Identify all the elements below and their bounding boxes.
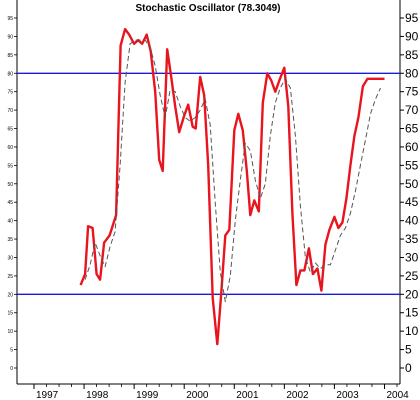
y-tick-label-left-35: 35 [7, 237, 13, 243]
x-tick-label-1998: 1998 [86, 390, 109, 400]
x-tick-label-1997: 1997 [36, 390, 59, 400]
chart-title: Stochastic Oscillator (78.3049) [135, 3, 280, 14]
y-tick-label-right-90: 90 [405, 29, 419, 43]
y-tick-label-right-15: 15 [405, 306, 419, 320]
y-tick-label-right-50: 50 [405, 177, 419, 191]
y-tick-label-left-40: 40 [7, 219, 13, 225]
x-axis-ticks: 1997 1998 1999 2000 2001 2002 2003 2004 [33, 384, 409, 400]
y-tick-label-right-10: 10 [405, 324, 419, 338]
y-tick-label-left-95: 95 [7, 16, 13, 22]
y-tick-label-right-0: 0 [405, 361, 412, 375]
y-tick-label-right-45: 45 [405, 195, 419, 209]
y-tick-label-right-40: 40 [405, 214, 419, 228]
y-tick-label-right-60: 60 [405, 140, 419, 154]
y-tick-label-left-15: 15 [7, 311, 13, 317]
y-tick-label-left-65: 65 [7, 127, 13, 133]
x-tick-label-2002: 2002 [286, 390, 309, 400]
x-tick-label-2000: 2000 [186, 390, 209, 400]
y-tick-label-right-30: 30 [405, 250, 419, 264]
x-tick-label-1999: 1999 [136, 390, 159, 400]
x-tick-label-2004: 2004 [386, 390, 409, 400]
y-tick-label-left-30: 30 [7, 255, 13, 261]
y-tick-label-left-85: 85 [7, 53, 13, 59]
series-group [79, 27, 385, 346]
y-tick-label-right-80: 80 [405, 66, 419, 80]
y-tick-label-left-60: 60 [7, 145, 13, 151]
x-tick-label-2003: 2003 [336, 390, 359, 400]
y-tick-label-left-90: 90 [7, 34, 13, 40]
x-tick-label-2001: 2001 [236, 390, 259, 400]
y-tick-label-left-25: 25 [7, 274, 13, 280]
signal-line-series [84, 39, 381, 303]
y-tick-label-left-5: 5 [10, 348, 13, 354]
y-tick-label-left-45: 45 [7, 200, 13, 206]
y-tick-label-right-55: 55 [405, 158, 419, 172]
y-tick-label-right-35: 35 [405, 232, 419, 246]
y-tick-label-right-70: 70 [405, 103, 419, 117]
stochastic-line-series [79, 27, 385, 346]
y-tick-label-right-65: 65 [405, 122, 419, 136]
y-tick-label-left-50: 50 [7, 182, 13, 188]
y-tick-label-right-25: 25 [405, 269, 419, 283]
y-tick-label-left-20: 20 [7, 292, 13, 298]
reference-lines [17, 72, 400, 296]
y-tick-label-left-80: 80 [7, 71, 13, 77]
y-tick-label-right-75: 75 [405, 85, 419, 99]
y-tick-label-right-20: 20 [405, 287, 419, 301]
y-axis-ticks: 0055101015152020252530303535404045455050… [7, 11, 418, 375]
y-tick-label-right-85: 85 [405, 48, 419, 62]
y-tick-label-left-10: 10 [7, 329, 13, 335]
y-tick-label-left-55: 55 [7, 163, 13, 169]
y-tick-label-right-5: 5 [405, 343, 412, 357]
y-tick-label-left-75: 75 [7, 90, 13, 96]
y-tick-label-left-70: 70 [7, 108, 13, 114]
y-tick-label-right-95: 95 [405, 11, 419, 25]
y-tick-label-left-0: 0 [10, 366, 13, 372]
